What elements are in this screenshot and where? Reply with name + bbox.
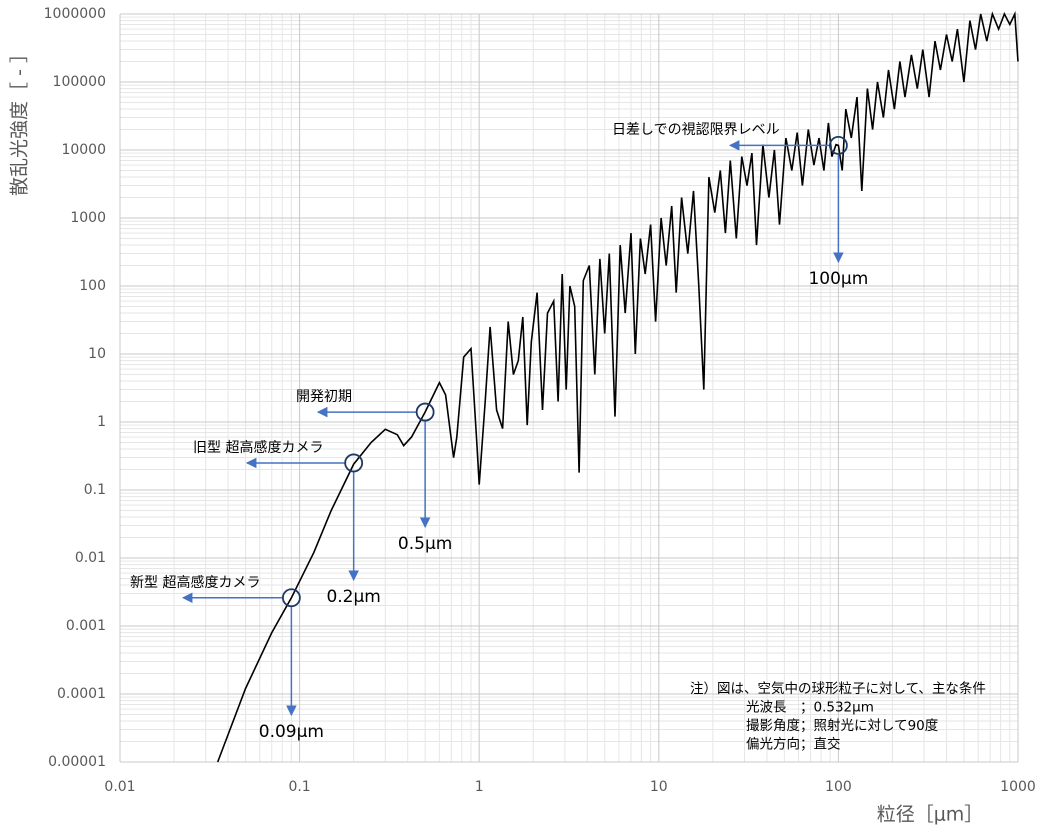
y-tick-label: 0.1 — [84, 482, 106, 498]
y-tick-label: 0.001 — [66, 618, 106, 634]
y-tick-label: 0.0001 — [57, 686, 106, 702]
y-tick-label: 10000 — [61, 142, 106, 158]
y-tick-label: 100000 — [53, 74, 106, 90]
size-label: 0.2μm — [326, 587, 380, 607]
size-label: 0.09μm — [259, 722, 324, 742]
note-line: 光波長 ；0.532μm — [746, 700, 874, 716]
marker-circle — [415, 402, 435, 422]
note-line: 偏光方向；直交 — [746, 736, 841, 753]
y-axis-title: 散乱光強度［ - ］ — [9, 44, 31, 196]
x-axis-title: 粒径［μm］ — [877, 804, 984, 826]
y-tick-label: 0.00001 — [48, 754, 106, 770]
grid — [119, 13, 1019, 763]
data-line — [216, 10, 1019, 763]
annotation-label: 日差しでの視認限界レベル — [612, 122, 780, 138]
note-line: 注）図は、空気中の球形粒子に対して、主な条件 — [690, 680, 986, 697]
y-tick-label: 1 — [97, 414, 106, 430]
y-tick-label: 1000000 — [44, 6, 106, 22]
x-tick-label: 100 — [825, 779, 852, 795]
size-label: 0.5μm — [398, 534, 452, 554]
annotation-label: 旧型 超高感度カメラ — [193, 439, 323, 456]
x-tick-label: 0.1 — [288, 779, 310, 795]
y-tick-label: 100 — [79, 278, 106, 294]
x-tick-label: 1 — [475, 779, 484, 795]
y-tick-label: 0.01 — [75, 550, 106, 566]
marker-circle — [829, 135, 848, 155]
annotation-label: 新型 超高感度カメラ — [130, 574, 260, 591]
y-tick-label: 10 — [88, 346, 106, 362]
content: 0.01 0.1 1 10 100 1000 0.00001 0.0001 0.001 0.01 0… — [44, 6, 1036, 795]
x-tick-label: 10 — [650, 779, 668, 795]
annotation-label: 開発初期 — [296, 388, 352, 405]
x-tick-label: 0.01 — [104, 779, 135, 795]
note-line: 撮影角度；照射光に対して90度 — [746, 717, 938, 734]
y-tick-label: 1000 — [70, 210, 106, 226]
marker-circle — [281, 588, 301, 608]
size-label: 100μm — [808, 269, 868, 289]
x-tick-label: 1000 — [1000, 779, 1036, 795]
marker-circle — [344, 453, 364, 473]
